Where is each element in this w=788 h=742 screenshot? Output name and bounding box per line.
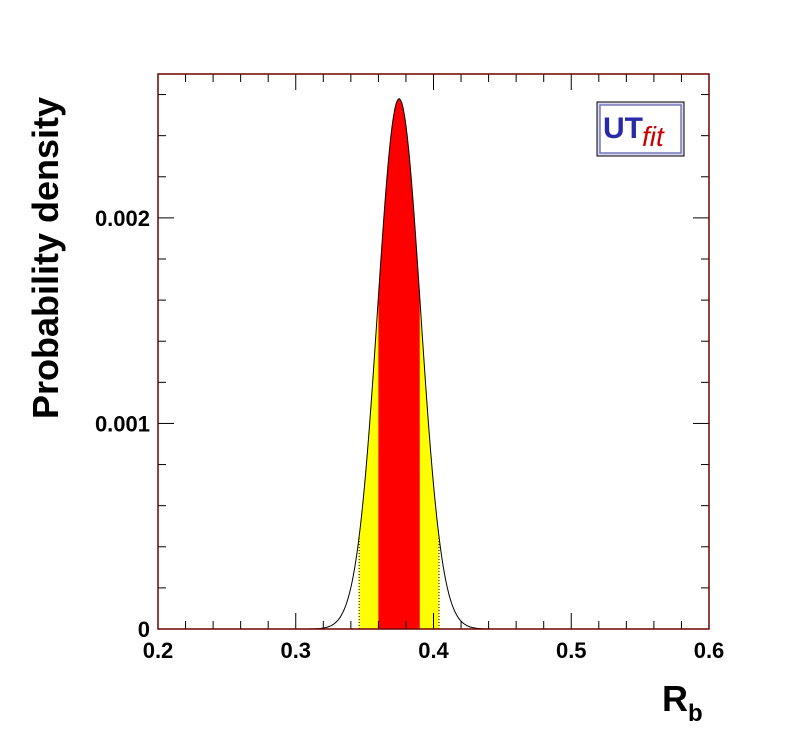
utfit-logo: UT fit [596,101,685,157]
logo-fit-text: fit [642,121,665,152]
x-axis-title-main: R [662,678,688,719]
x-tick-label: 0.2 [143,638,174,663]
plot-frame [157,73,710,630]
y-axis-title: Probability density [25,97,66,419]
axis-ticks [157,74,710,630]
y-tick-label: 0 [138,617,150,642]
region-68-percent [378,98,420,630]
probability-regions [358,98,440,630]
logo-ut-text: UT [603,112,643,145]
y-tick-label: 0.001 [95,411,150,436]
x-tick-label: 0.6 [694,638,725,663]
y-tick-label: 0.002 [95,206,150,231]
tick-labels: 0.2 0.3 0.4 0.5 0.6 0 0.001 0.002 [95,206,724,663]
x-tick-label: 0.4 [418,638,449,663]
x-tick-label: 0.3 [280,638,311,663]
x-axis-title-subscript: b [688,700,703,727]
x-tick-label: 0.5 [556,638,587,663]
x-axis-title: Rb [662,678,703,727]
